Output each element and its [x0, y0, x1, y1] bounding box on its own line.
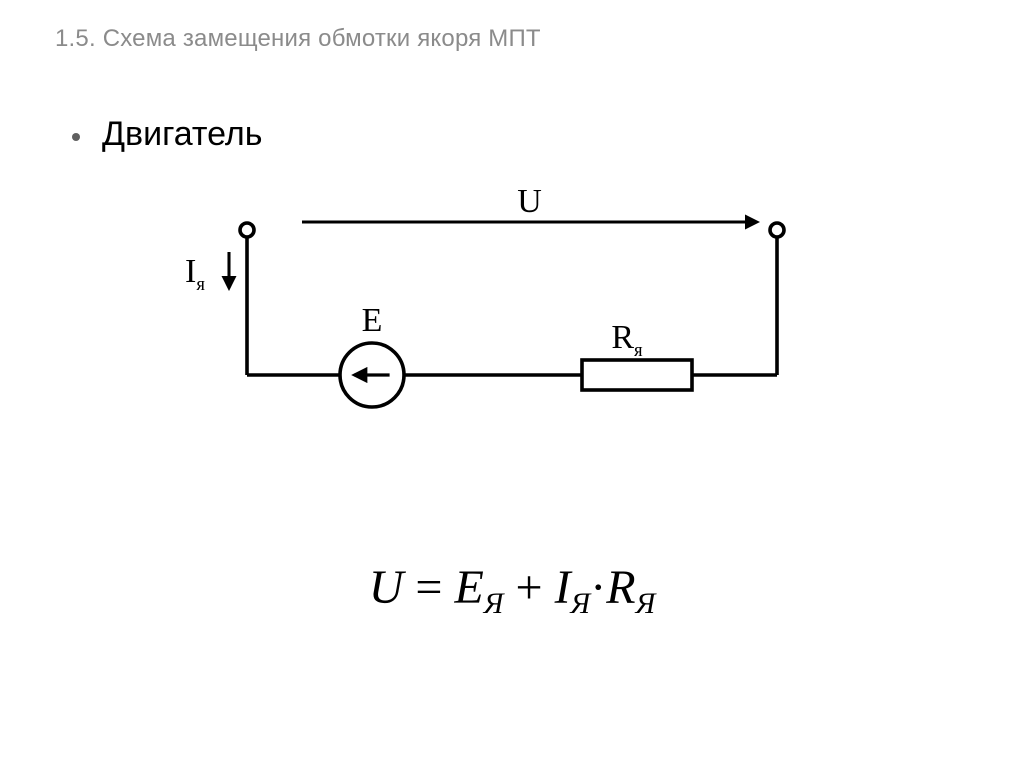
circuit-diagram: U Iя E Rя	[172, 190, 828, 430]
eq-plus: +	[515, 561, 542, 614]
eq-U: U	[369, 561, 404, 614]
resistor	[582, 360, 692, 390]
circuit-svg: U Iя E Rя	[172, 190, 828, 430]
bullet-icon	[72, 133, 80, 141]
eq-R-sub: Я	[636, 587, 656, 620]
eq-I: I	[555, 561, 571, 614]
label-E: E	[362, 302, 383, 339]
eq-E: E	[454, 561, 483, 614]
eq-E-sub: Я	[484, 587, 504, 620]
terminal-left	[240, 223, 254, 237]
eq-R: R	[606, 561, 635, 614]
eq-I-sub: Я	[571, 587, 591, 620]
slide-title: 1.5. Схема замещения обмотки якоря МПТ	[55, 25, 541, 53]
eq-equals: =	[415, 561, 442, 614]
bullet-row: Двигатель	[72, 115, 262, 154]
bullet-text: Двигатель	[102, 115, 262, 154]
label-I: Iя	[185, 253, 205, 295]
terminal-right	[770, 223, 784, 237]
label-U: U	[517, 190, 542, 220]
eq-dot: ·	[590, 561, 606, 614]
label-R: Rя	[611, 319, 643, 361]
equation: U = EЯ + IЯ·RЯ	[0, 560, 1024, 621]
